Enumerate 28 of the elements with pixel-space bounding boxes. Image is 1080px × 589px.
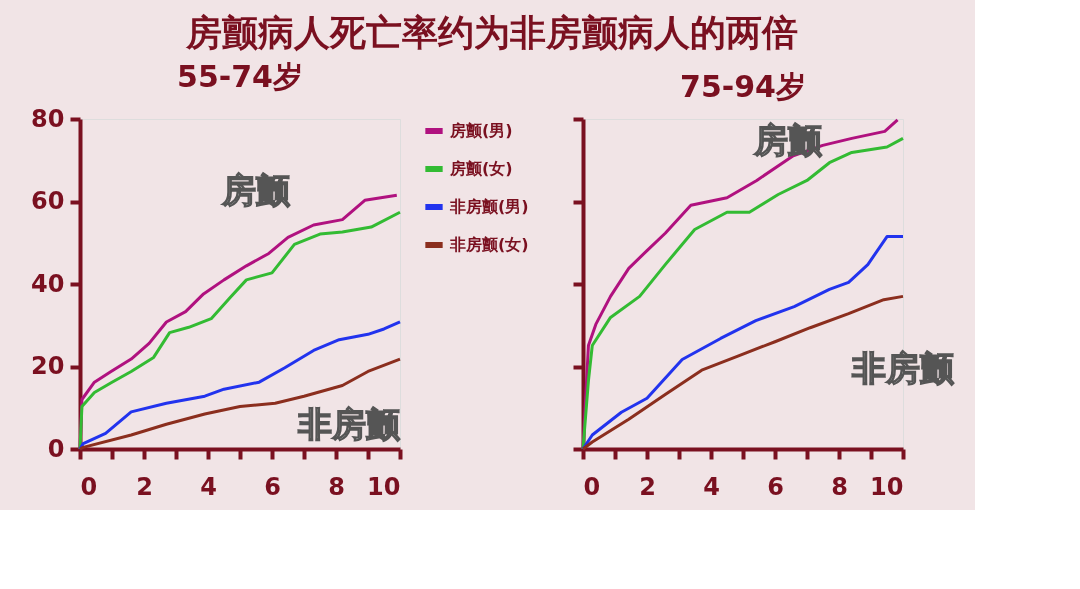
x-tick-label: 0 [80,472,98,501]
annotation: 房颤 [221,169,290,210]
legend-label: 非房颤(女) [449,235,529,254]
x-tick-label: 2 [136,472,153,501]
x-tick-label: 8 [328,472,345,501]
text: 房颤病人死亡率约为非房颤病人的两倍 [185,11,799,53]
y-tick-label: 80 [31,104,65,133]
x-tick-label: 4 [703,472,720,501]
y-tick-label: 60 [31,187,65,215]
y-tick-label: 40 [31,269,65,298]
legend-label: 房颤(男) [449,121,513,140]
x-tick-label: 6 [767,472,784,501]
legend-label: 房颤(女) [449,159,513,178]
annotation: 房颤 [752,120,822,161]
annotation: 非房颤 [296,403,400,444]
x-tick-label: 0 [583,472,601,501]
chart-subtitle: 75-94岁 [680,69,806,104]
annotation: 非房颤 [851,347,954,388]
x-tick-label: 6 [264,472,281,501]
x-tick-label: 10 [367,472,401,501]
x-tick-label: 4 [200,472,217,501]
x-tick-label: 10 [870,472,904,501]
y-tick-label: 0 [47,434,65,463]
x-tick-label: 8 [831,472,848,501]
chart-subtitle: 55-74岁 [177,59,303,94]
y-tick-label: 20 [31,352,65,380]
legend-label: 非房颤(男) [449,197,529,216]
x-tick-label: 2 [639,472,656,501]
